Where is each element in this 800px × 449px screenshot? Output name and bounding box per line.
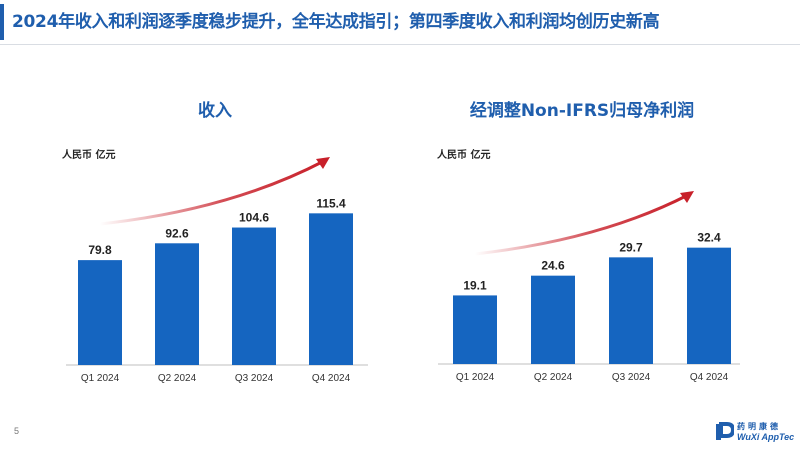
data-label: 19.1 xyxy=(463,278,487,292)
chart-title-revenue: 收入 xyxy=(198,101,232,121)
title-bar: 2024年收入和利润逐季度稳步提升，全年达成指引；第四季度收入和利润均创历史新高 xyxy=(0,0,800,44)
x-tick-label: Q3 2024 xyxy=(612,372,651,383)
bar-q2-2024 xyxy=(155,243,199,365)
data-label: 29.7 xyxy=(619,240,643,254)
data-label: 24.6 xyxy=(541,259,565,273)
bar-q3-2024 xyxy=(609,257,653,364)
x-tick-label: Q1 2024 xyxy=(81,373,120,384)
data-label: 104.6 xyxy=(239,211,269,225)
x-tick-label: Q1 2024 xyxy=(456,372,495,383)
bar-q1-2024 xyxy=(453,295,497,364)
bar-q3-2024 xyxy=(232,227,276,365)
x-tick-label: Q4 2024 xyxy=(312,373,351,384)
x-tick-label: Q4 2024 xyxy=(690,372,729,383)
wuxi-apptec-logo-icon xyxy=(716,422,734,440)
unit-label-net-profit: 人民币 亿元 xyxy=(437,150,491,161)
data-label: 32.4 xyxy=(697,231,721,245)
company-logo: 药明康德 WuXi AppTec xyxy=(716,420,796,444)
data-label: 92.6 xyxy=(165,226,189,240)
bar-q4-2024 xyxy=(309,213,353,365)
trend-arrow-head xyxy=(680,191,694,203)
trend-arrow-line xyxy=(474,193,689,256)
trend-arrow-line xyxy=(99,159,325,226)
bar-q4-2024 xyxy=(687,247,731,364)
bar-q1-2024 xyxy=(78,260,122,365)
page-number: 5 xyxy=(14,426,20,436)
logo-name-cn: 药明康德 xyxy=(737,422,781,431)
x-tick-label: Q2 2024 xyxy=(158,373,197,384)
bar-q2-2024 xyxy=(531,275,575,364)
x-tick-label: Q2 2024 xyxy=(534,372,573,383)
logo-name-en: WuXi AppTec xyxy=(737,432,795,442)
x-tick-label: Q3 2024 xyxy=(235,373,274,384)
data-label: 115.4 xyxy=(316,196,346,210)
page-title: 2024年收入和利润逐季度稳步提升，全年达成指引；第四季度收入和利润均创历史新高 xyxy=(12,12,660,32)
title-divider xyxy=(0,44,800,45)
trend-arrow-head xyxy=(316,157,330,169)
unit-label-revenue: 人民币 亿元 xyxy=(62,150,116,161)
data-label: 79.8 xyxy=(88,243,112,257)
title-accent-bar xyxy=(0,4,4,40)
chart-title-net-profit: 经调整Non-IFRS归母净利润 xyxy=(469,101,695,121)
